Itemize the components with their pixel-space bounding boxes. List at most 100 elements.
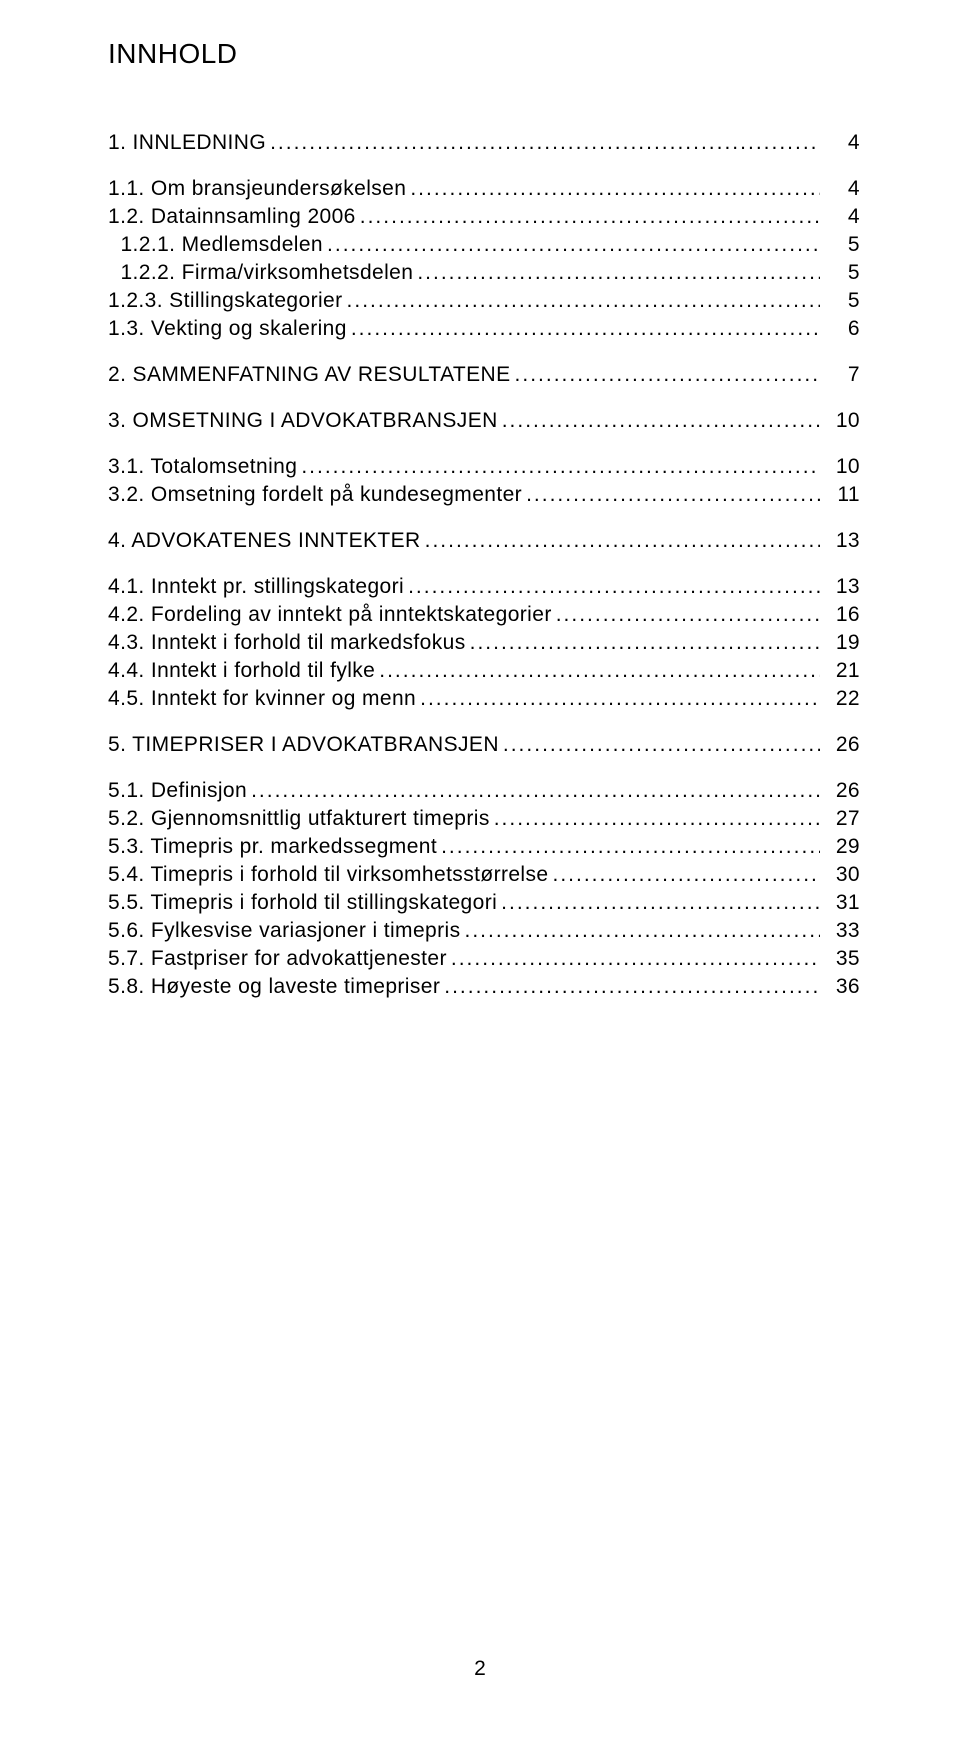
toc-gap <box>108 716 860 734</box>
toc-gap <box>108 346 860 364</box>
toc-leader-dots: ........................................… <box>552 604 820 625</box>
toc-row: 5.8. Høyeste og laveste timepriser......… <box>108 976 860 997</box>
toc-entry-label: 4.2. Fordeling av inntekt på inntektskat… <box>108 604 552 625</box>
toc-entry-label: 1.2.2. Firma/virksomhetsdelen <box>108 262 413 283</box>
toc-leader-dots: ........................................… <box>323 234 820 255</box>
toc-row: 3.2. Omsetning fordelt på kundesegmenter… <box>108 484 860 505</box>
toc-row: 1.2.2. Firma/virksomhetsdelen...........… <box>108 262 860 283</box>
page-title: INNHOLD <box>108 38 860 70</box>
toc-row: 5.4. Timepris i forhold til virksomhetss… <box>108 864 860 885</box>
table-of-contents: 1. INNLEDNING...........................… <box>108 132 860 997</box>
toc-entry-page: 35 <box>820 948 860 969</box>
toc-row: 5.7. Fastpriser for advokattjenester....… <box>108 948 860 969</box>
toc-row: 4.4. Inntekt i forhold til fylke........… <box>108 660 860 681</box>
toc-row: 1.3. Vekting og skalering...............… <box>108 318 860 339</box>
toc-entry-label: 1.3. Vekting og skalering <box>108 318 347 339</box>
toc-entry-page: 21 <box>820 660 860 681</box>
toc-row: 4.1. Inntekt pr. stillingskategori......… <box>108 576 860 597</box>
toc-leader-dots: ........................................… <box>416 688 820 709</box>
toc-leader-dots: ........................................… <box>413 262 820 283</box>
toc-leader-dots: ........................................… <box>266 132 820 153</box>
toc-row: 2. SAMMENFATNING AV RESULTATENE.........… <box>108 364 860 385</box>
toc-leader-dots: ........................................… <box>437 836 820 857</box>
toc-entry-label: 5. TIMEPRISER I ADVOKATBRANSJEN <box>108 734 499 755</box>
toc-row: 4. ADVOKATENES INNTEKTER................… <box>108 530 860 551</box>
toc-leader-dots: ........................................… <box>499 734 820 755</box>
toc-leader-dots: ........................................… <box>440 976 820 997</box>
toc-row: 1. INNLEDNING...........................… <box>108 132 860 153</box>
toc-entry-page: 13 <box>820 576 860 597</box>
toc-leader-dots: ........................................… <box>522 484 820 505</box>
toc-entry-page: 26 <box>820 780 860 801</box>
toc-entry-page: 6 <box>820 318 860 339</box>
toc-entry-label: 4. ADVOKATENES INNTEKTER <box>108 530 421 551</box>
toc-entry-page: 31 <box>820 892 860 913</box>
page-number: 2 <box>0 1657 960 1681</box>
toc-leader-dots: ........................................… <box>511 364 820 385</box>
toc-entry-page: 13 <box>820 530 860 551</box>
toc-gap <box>108 512 860 530</box>
toc-entry-label: 5.3. Timepris pr. markedssegment <box>108 836 437 857</box>
toc-entry-page: 29 <box>820 836 860 857</box>
toc-entry-page: 10 <box>820 410 860 431</box>
toc-entry-page: 5 <box>820 234 860 255</box>
toc-entry-page: 16 <box>820 604 860 625</box>
toc-row: 5.3. Timepris pr. markedssegment........… <box>108 836 860 857</box>
toc-row: 1.2. Datainnsamling 2006................… <box>108 206 860 227</box>
toc-leader-dots: ........................................… <box>447 948 820 969</box>
toc-entry-label: 3. OMSETNING I ADVOKATBRANSJEN <box>108 410 498 431</box>
toc-row: 5. TIMEPRISER I ADVOKATBRANSJEN.........… <box>108 734 860 755</box>
toc-row: 3.1. Totalomsetning.....................… <box>108 456 860 477</box>
toc-row: 5.2. Gjennomsnittlig utfakturert timepri… <box>108 808 860 829</box>
toc-leader-dots: ........................................… <box>347 318 820 339</box>
toc-row: 3. OMSETNING I ADVOKATBRANSJEN..........… <box>108 410 860 431</box>
toc-leader-dots: ........................................… <box>466 632 820 653</box>
toc-leader-dots: ........................................… <box>497 892 820 913</box>
toc-row: 1.2.1. Medlemsdelen.....................… <box>108 234 860 255</box>
toc-entry-label: 2. SAMMENFATNING AV RESULTATENE <box>108 364 511 385</box>
toc-entry-label: 5.1. Definisjon <box>108 780 247 801</box>
toc-entry-label: 5.2. Gjennomsnittlig utfakturert timepri… <box>108 808 490 829</box>
toc-entry-label: 1.2. Datainnsamling 2006 <box>108 206 356 227</box>
toc-entry-page: 36 <box>820 976 860 997</box>
toc-row: 5.5. Timepris i forhold til stillingskat… <box>108 892 860 913</box>
toc-row: 5.1. Definisjon.........................… <box>108 780 860 801</box>
toc-entry-label: 4.5. Inntekt for kvinner og menn <box>108 688 416 709</box>
toc-leader-dots: ........................................… <box>548 864 820 885</box>
toc-entry-label: 5.6. Fylkesvise variasjoner i timepris <box>108 920 460 941</box>
toc-leader-dots: ........................................… <box>490 808 820 829</box>
toc-entry-page: 19 <box>820 632 860 653</box>
toc-leader-dots: ........................................… <box>247 780 820 801</box>
toc-entry-page: 4 <box>820 206 860 227</box>
toc-entry-label: 3.1. Totalomsetning <box>108 456 297 477</box>
toc-entry-page: 27 <box>820 808 860 829</box>
toc-entry-label: 1. INNLEDNING <box>108 132 266 153</box>
toc-row: 1.1. Om bransjeundersøkelsen............… <box>108 178 860 199</box>
toc-entry-label: 1.1. Om bransjeundersøkelsen <box>108 178 406 199</box>
toc-gap <box>108 438 860 456</box>
toc-row: 4.3. Inntekt i forhold til markedsfokus.… <box>108 632 860 653</box>
toc-entry-page: 7 <box>820 364 860 385</box>
toc-leader-dots: ........................................… <box>406 178 820 199</box>
toc-entry-label: 1.2.3. Stillingskategorier <box>108 290 343 311</box>
toc-entry-page: 22 <box>820 688 860 709</box>
toc-leader-dots: ........................................… <box>404 576 820 597</box>
toc-leader-dots: ........................................… <box>356 206 820 227</box>
toc-entry-page: 5 <box>820 290 860 311</box>
toc-gap <box>108 392 860 410</box>
toc-entry-label: 5.4. Timepris i forhold til virksomhetss… <box>108 864 548 885</box>
toc-entry-page: 11 <box>820 484 860 505</box>
toc-gap <box>108 762 860 780</box>
toc-entry-page: 30 <box>820 864 860 885</box>
toc-entry-label: 4.4. Inntekt i forhold til fylke <box>108 660 375 681</box>
toc-entry-page: 10 <box>820 456 860 477</box>
toc-entry-page: 4 <box>820 132 860 153</box>
toc-row: 4.2. Fordeling av inntekt på inntektskat… <box>108 604 860 625</box>
toc-entry-label: 3.2. Omsetning fordelt på kundesegmenter <box>108 484 522 505</box>
toc-row: 1.2.3. Stillingskategorier..............… <box>108 290 860 311</box>
toc-row: 5.6. Fylkesvise variasjoner i timepris..… <box>108 920 860 941</box>
toc-leader-dots: ........................................… <box>460 920 820 941</box>
toc-leader-dots: ........................................… <box>421 530 820 551</box>
toc-gap <box>108 160 860 178</box>
toc-entry-label: 4.1. Inntekt pr. stillingskategori <box>108 576 404 597</box>
